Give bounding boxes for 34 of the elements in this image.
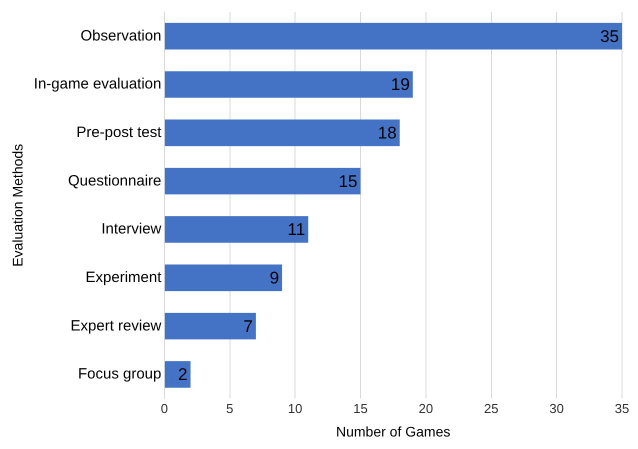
y-tick-label: Pre-post test xyxy=(76,124,162,141)
bar xyxy=(164,264,282,292)
data-label: 2 xyxy=(178,365,188,384)
data-label: 18 xyxy=(378,124,397,142)
y-axis-title: Evaluation Methods xyxy=(9,144,26,267)
bar xyxy=(164,71,413,98)
data-label: 15 xyxy=(338,172,358,191)
bar xyxy=(164,168,361,194)
x-tick-label: 25 xyxy=(484,400,498,416)
y-tick-label: In-game evaluation xyxy=(34,76,162,93)
data-label: 19 xyxy=(390,75,410,94)
bar xyxy=(164,312,256,340)
data-label: 9 xyxy=(270,268,280,288)
bar xyxy=(164,361,191,388)
data-label: 7 xyxy=(243,316,253,336)
x-tick-label: 20 xyxy=(418,400,434,416)
x-axis-title: Number of Games xyxy=(336,423,450,440)
data-label: 35 xyxy=(600,26,619,46)
y-tick-label: Experiment xyxy=(86,268,162,286)
bar xyxy=(164,22,622,50)
x-tick-label: 10 xyxy=(288,400,302,416)
bar xyxy=(164,216,308,243)
y-tick-label: Focus group xyxy=(78,366,162,383)
bar xyxy=(164,120,400,146)
y-tick-label: Questionnaire xyxy=(68,172,162,190)
x-tick-label: 30 xyxy=(549,400,564,416)
y-tick-label: Interview xyxy=(101,220,162,238)
x-tick-label: 15 xyxy=(353,400,368,416)
x-tick-label: 0 xyxy=(160,400,168,416)
data-label: 11 xyxy=(288,220,306,240)
x-tick-label: 5 xyxy=(226,400,234,416)
y-tick-label: Expert review xyxy=(70,317,162,334)
y-tick-label: Observation xyxy=(80,27,162,44)
x-tick-label: 35 xyxy=(614,400,630,416)
